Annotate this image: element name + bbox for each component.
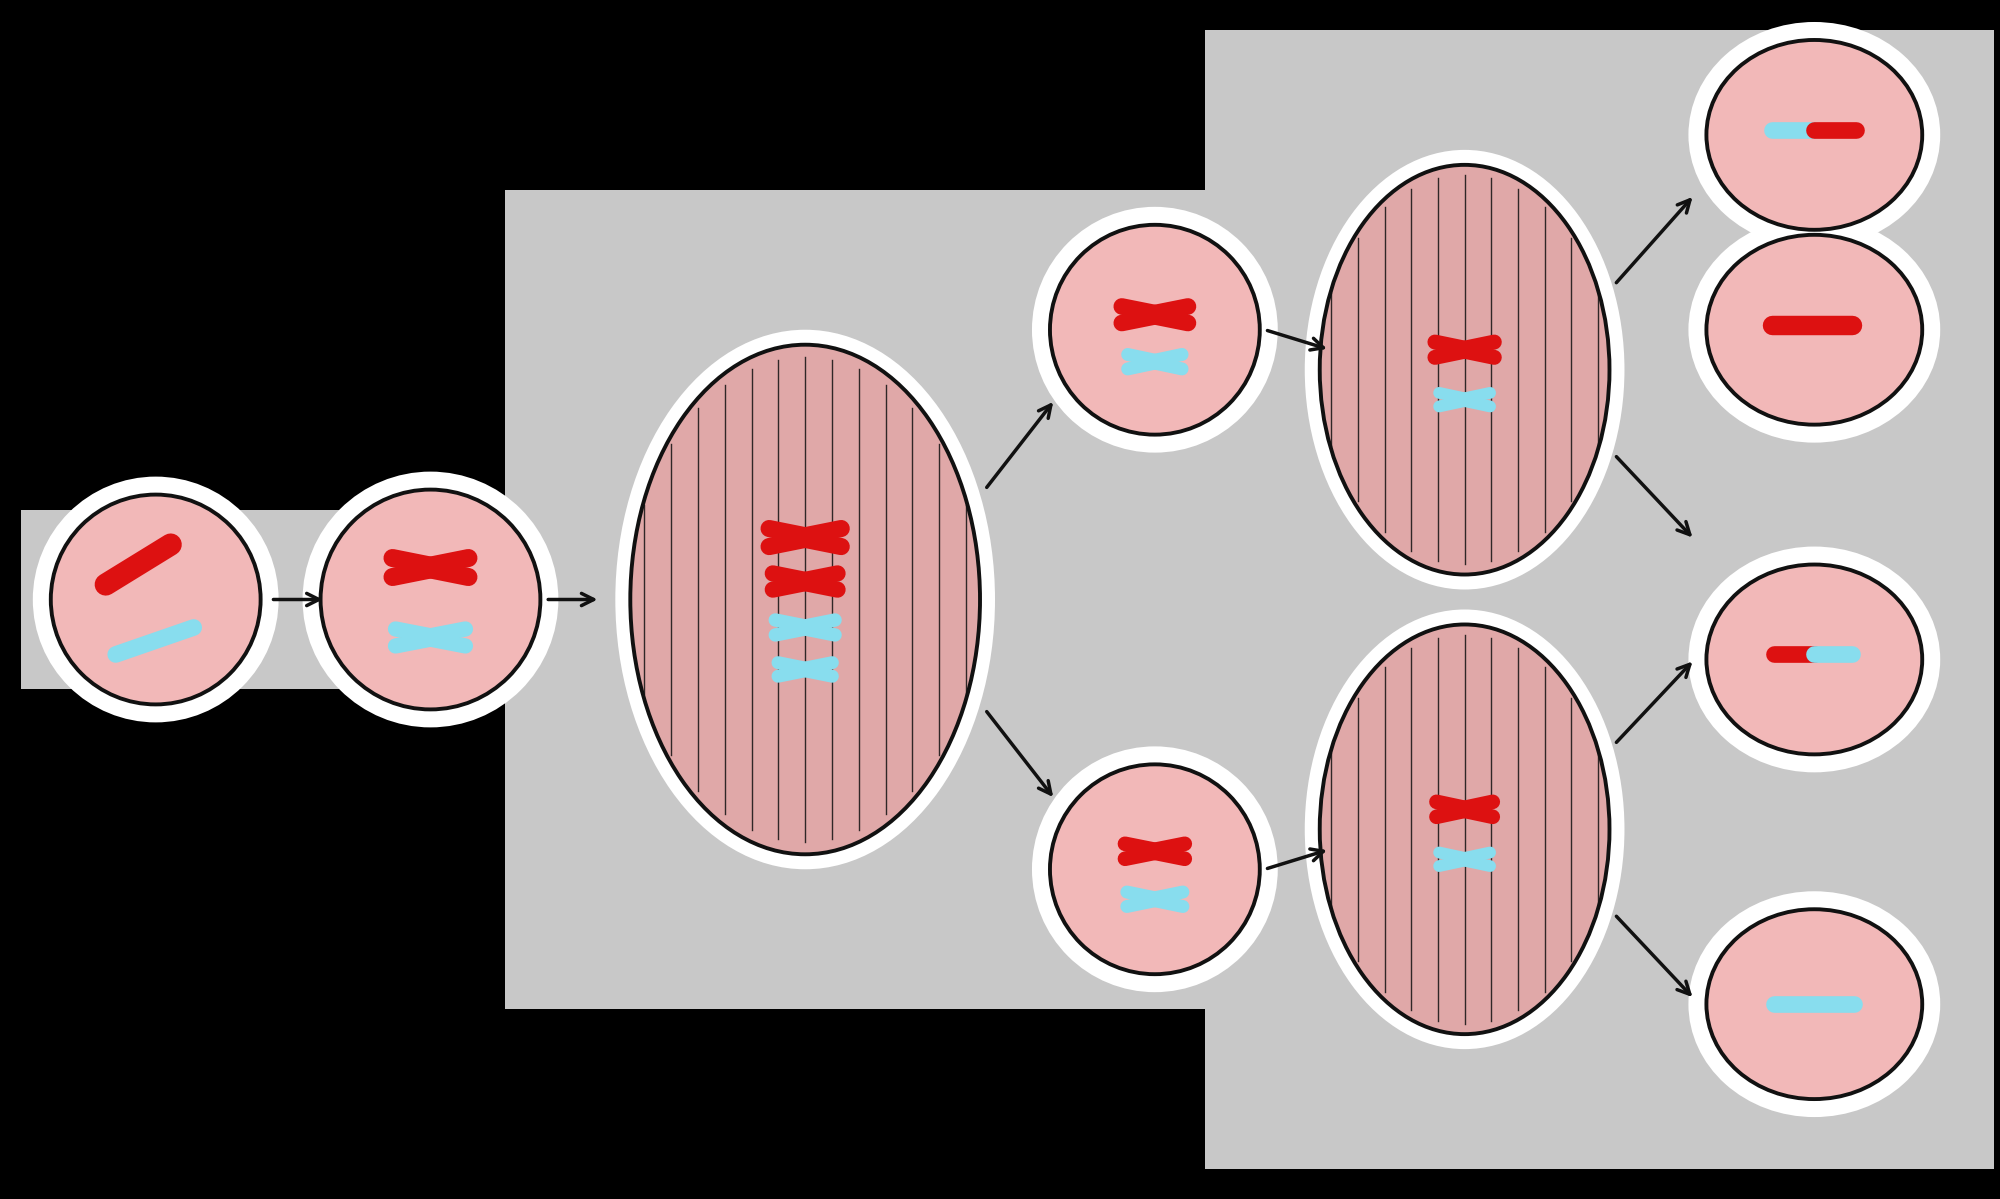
Ellipse shape — [1304, 150, 1624, 590]
Ellipse shape — [1320, 625, 1610, 1034]
Ellipse shape — [320, 489, 540, 710]
Ellipse shape — [32, 477, 278, 722]
Ellipse shape — [1706, 40, 1922, 230]
Ellipse shape — [1706, 909, 1922, 1099]
Ellipse shape — [1688, 22, 1940, 248]
Ellipse shape — [1706, 235, 1922, 424]
Ellipse shape — [630, 345, 980, 854]
Ellipse shape — [1032, 207, 1278, 453]
Ellipse shape — [1706, 565, 1922, 754]
Ellipse shape — [1688, 217, 1940, 442]
Ellipse shape — [1050, 765, 1260, 974]
Ellipse shape — [302, 471, 558, 728]
Ellipse shape — [1050, 225, 1260, 435]
Ellipse shape — [50, 495, 260, 705]
Ellipse shape — [1032, 746, 1278, 993]
Ellipse shape — [616, 330, 996, 869]
Bar — [1204, 30, 1994, 1169]
Bar — [506, 189, 1204, 1010]
Ellipse shape — [1304, 609, 1624, 1049]
Ellipse shape — [1320, 165, 1610, 574]
Ellipse shape — [1688, 547, 1940, 772]
Ellipse shape — [1688, 891, 1940, 1117]
Bar — [20, 510, 540, 689]
